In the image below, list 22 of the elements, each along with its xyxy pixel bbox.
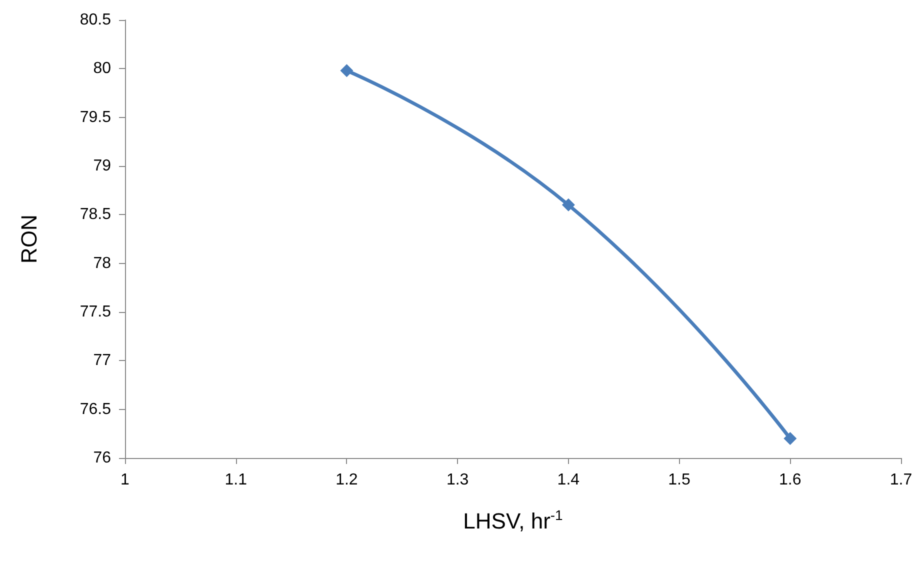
- y-tick-label: 80.5: [80, 12, 112, 28]
- x-tick-label: 1.2: [336, 472, 358, 488]
- x-tick-label: 1.6: [779, 472, 802, 488]
- point: [340, 64, 354, 78]
- y-axis-title: RON: [16, 214, 42, 264]
- x-tick-label: 1.3: [446, 472, 469, 488]
- y-tick-label: 76.5: [80, 400, 112, 418]
- y-tick-label: 80: [93, 60, 112, 78]
- y-tick-label: 79.5: [80, 108, 112, 126]
- y-tick-label: 78.5: [80, 206, 112, 224]
- x-tick-label: 1: [120, 472, 130, 488]
- x-tick-label: 1.5: [668, 472, 691, 488]
- x-tick-label: 1.7: [890, 472, 912, 488]
- point: [562, 198, 575, 212]
- point: [784, 432, 797, 446]
- y-tick-label: 77.5: [80, 304, 112, 320]
- x-tick-label: 1.1: [224, 472, 248, 488]
- y-tick-label: 78: [93, 254, 112, 272]
- y-tick-label: 76: [93, 450, 112, 466]
- x-tick-label: 1.4: [557, 472, 580, 488]
- y-tick-label: 79: [93, 158, 112, 174]
- y-tick-label: 77: [93, 352, 112, 370]
